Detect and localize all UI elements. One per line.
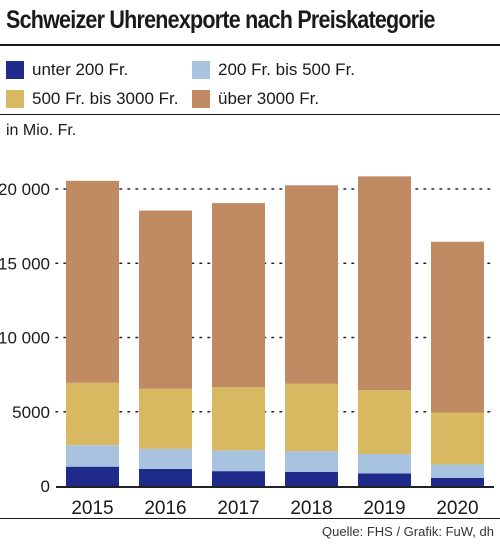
x-tick-label: 2019 — [363, 498, 405, 519]
bar-segment — [358, 176, 411, 391]
legend-label: 500 Fr. bis 3000 Fr. — [32, 89, 179, 108]
x-tick-label: 2016 — [144, 498, 186, 519]
source-credit: Quelle: FHS / Grafik: FuW, dh — [322, 524, 494, 539]
legend-swatch-500-3000 — [6, 90, 24, 108]
bar-segment — [431, 412, 484, 465]
chart-title: Schweizer Uhrenexporte nach Preiskategor… — [6, 6, 436, 34]
x-tick-label: 2015 — [71, 498, 113, 519]
footer-divider — [0, 518, 500, 519]
x-tick-label: 2017 — [217, 498, 259, 519]
bar-segment — [431, 241, 484, 413]
bar-segment — [358, 473, 411, 486]
x-tick-label: 2020 — [436, 498, 478, 519]
bar-segment — [212, 471, 265, 486]
bar-segment — [285, 451, 338, 472]
legend-label: 200 Fr. bis 500 Fr. — [218, 60, 356, 79]
legend-divider — [0, 114, 500, 115]
y-tick-label: 10 000 — [0, 329, 50, 348]
legend-swatch-over-3000 — [192, 90, 210, 108]
bar-segment — [285, 383, 338, 452]
y-tick-label: 5000 — [12, 403, 50, 422]
bar-segment — [431, 477, 484, 486]
bar-segment — [358, 390, 411, 455]
bar-segment — [358, 454, 411, 474]
y-tick-label: 0 — [41, 477, 50, 496]
bar-segment — [212, 387, 265, 451]
y-tick-label: 20 000 — [0, 180, 50, 199]
legend-item-500-3000: 500 Fr. bis 3000 Fr. — [6, 89, 178, 109]
bar-segment — [212, 450, 265, 472]
bar-segment — [66, 382, 119, 446]
bar-segment — [212, 203, 265, 388]
legend-item-200-500: 200 Fr. bis 500 Fr. — [192, 60, 355, 80]
x-tick-label: 2018 — [290, 498, 332, 519]
legend-label: unter 200 Fr. — [32, 60, 129, 79]
y-tick-label: 15 000 — [0, 254, 50, 273]
bar-segment — [66, 180, 119, 383]
legend-swatch-under-200 — [6, 61, 24, 79]
legend-item-over-3000: über 3000 Fr. — [192, 89, 319, 109]
bar-segment — [66, 466, 119, 486]
bar-segment — [285, 185, 338, 384]
bar-segment — [285, 471, 338, 486]
bar-segment — [139, 388, 192, 449]
legend-swatch-200-500 — [192, 61, 210, 79]
title-divider — [0, 44, 500, 46]
bar-segment — [139, 210, 192, 389]
bar-segment — [66, 445, 119, 467]
legend-item-under-200: unter 200 Fr. — [6, 60, 128, 80]
bar-segment — [139, 448, 192, 469]
bar-segment — [139, 468, 192, 486]
bar-segment — [431, 464, 484, 478]
unit-label: in Mio. Fr. — [6, 122, 77, 139]
legend-label: über 3000 Fr. — [218, 89, 320, 108]
